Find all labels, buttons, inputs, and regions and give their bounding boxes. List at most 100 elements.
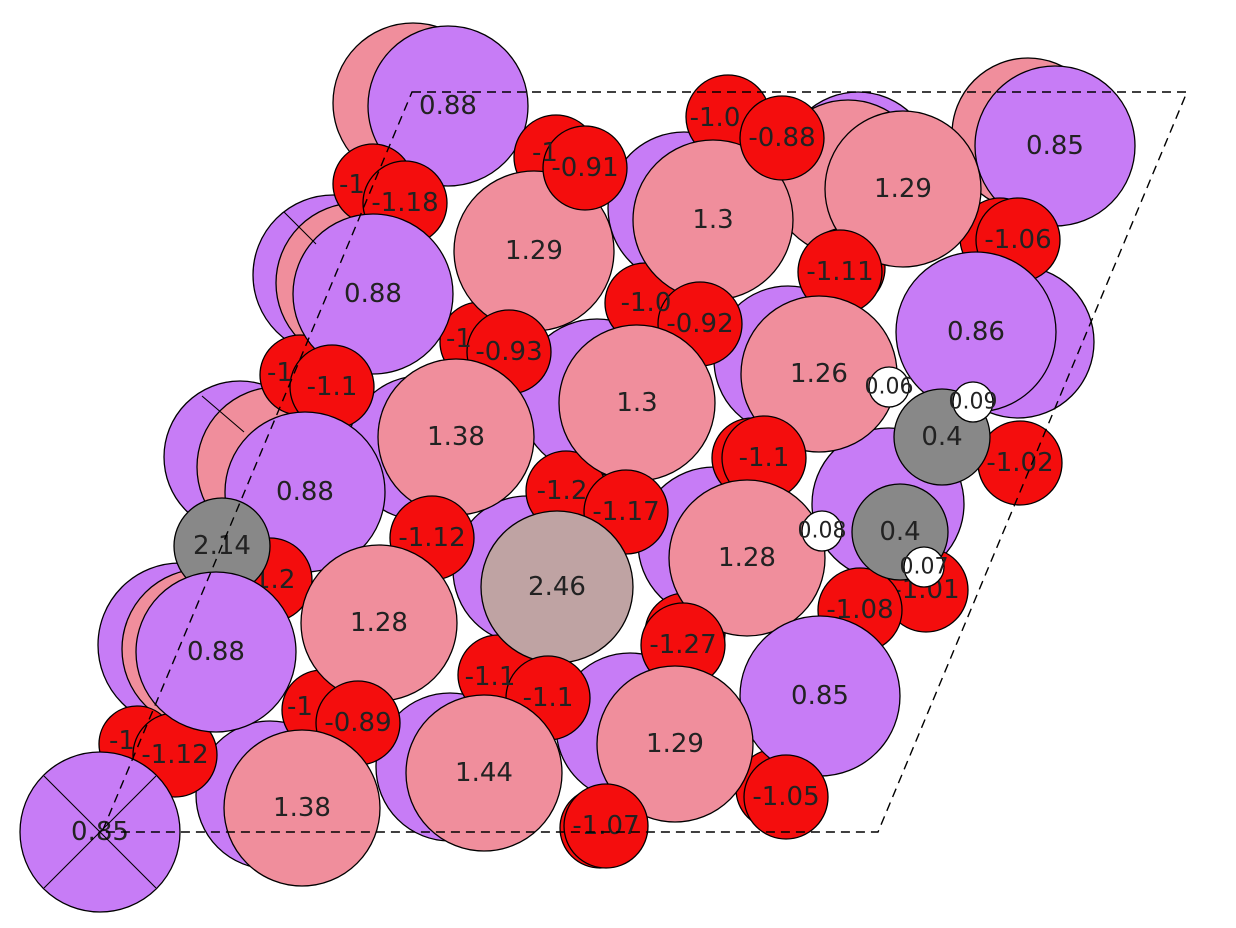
pink-atom: 1.28 bbox=[668, 479, 826, 637]
atom-sphere bbox=[596, 665, 754, 823]
atom-charge-label: -1.11 bbox=[806, 257, 873, 287]
oxygen-atom: -1.11 bbox=[797, 229, 883, 315]
atom-sphere bbox=[135, 571, 297, 733]
atom-charge-label: -1.06 bbox=[984, 225, 1051, 255]
atom-charge-label: -1.17 bbox=[592, 497, 659, 527]
crosshair-line bbox=[283, 211, 317, 245]
atom-charge-label: 0.4 bbox=[921, 422, 962, 452]
atom-charge-label: -1.07 bbox=[572, 811, 639, 841]
atom-charge-label: 1.3 bbox=[692, 205, 733, 235]
oxygen-atom: -1.1 bbox=[721, 415, 807, 501]
unit-cell-outline bbox=[100, 91, 1189, 833]
atom-charge-label: -1.1 bbox=[307, 372, 358, 402]
atom-charge-label: 1.44 bbox=[455, 758, 513, 788]
pink-atom: 1.38 bbox=[377, 358, 535, 516]
atom-sphere bbox=[952, 381, 994, 423]
partial-charge-label: -1 bbox=[287, 692, 313, 722]
pink-atom: 1.38 bbox=[223, 729, 381, 887]
oxygen-atom: -0.88 bbox=[739, 95, 825, 181]
partial-charge-label: -1 bbox=[532, 138, 558, 168]
oxygen-atom: -1.07 bbox=[563, 783, 649, 869]
atom-charge-label: 0.85 bbox=[1026, 131, 1084, 161]
atom-sphere bbox=[405, 694, 563, 852]
oxygen-atom: -0.91 bbox=[542, 125, 628, 211]
atom-charge-label: -1.12 bbox=[398, 523, 465, 553]
taupe-atom: 2.46 bbox=[480, 510, 634, 664]
atom-charge-label: 1.29 bbox=[874, 174, 932, 204]
atom-charge-label: 1.29 bbox=[646, 729, 704, 759]
atom-charge-label: 0.06 bbox=[865, 375, 914, 400]
atom-charge-label: 0.85 bbox=[791, 681, 849, 711]
pink-atom: 1.44 bbox=[405, 694, 563, 852]
violet-atom: 0.88 bbox=[135, 571, 297, 733]
partial-charge-label: -1.0 bbox=[690, 103, 741, 133]
atom-charge-label: 0.09 bbox=[949, 390, 998, 415]
atom-charge-label: -0.92 bbox=[666, 309, 733, 339]
atom-charge-label: -0.93 bbox=[475, 337, 542, 367]
atom-charge-label: 1.28 bbox=[350, 608, 408, 638]
atom-sphere bbox=[367, 25, 529, 187]
oxygen-atom: -1.27 bbox=[640, 602, 726, 688]
oxygen-atom: -1.1 bbox=[289, 344, 375, 430]
atom-charge-label: -1.12 bbox=[141, 740, 208, 770]
partial-charge-label: -1 bbox=[339, 170, 365, 200]
atom-charge-label: -1.1 bbox=[523, 683, 574, 713]
oxygen-atom: -1.05 bbox=[743, 754, 829, 840]
pink-atom: 1.29 bbox=[824, 110, 982, 268]
partial-charge-label: -1 bbox=[446, 324, 472, 354]
atom-charge-label: 0.86 bbox=[947, 317, 1005, 347]
violet-atom: 0.85 bbox=[739, 615, 901, 777]
atom-sphere bbox=[801, 510, 843, 552]
pink-atom: 1.29 bbox=[596, 665, 754, 823]
atom-sphere bbox=[743, 754, 829, 840]
oxygen-atom: -0.93 bbox=[466, 309, 552, 395]
crosshair-line bbox=[43, 775, 157, 889]
atom-sphere bbox=[542, 125, 628, 211]
hydrogen-atom: 0.07 bbox=[900, 546, 949, 588]
atom-charge-label: 0.88 bbox=[276, 477, 334, 507]
hydrogen-atom: 0.06 bbox=[865, 366, 914, 408]
oxygen-atom: -1.02 bbox=[977, 420, 1063, 506]
atom-sphere bbox=[824, 110, 982, 268]
atom-charge-label: -1.05 bbox=[752, 782, 819, 812]
atom-charge-label: 1.28 bbox=[718, 543, 776, 573]
atom-charge-label: 0.88 bbox=[419, 91, 477, 121]
atom-sphere bbox=[292, 213, 454, 375]
unit-cell-parallelogram bbox=[100, 91, 1189, 833]
atom-charge-label: -1.02 bbox=[986, 448, 1053, 478]
atom-charge-label: 0.07 bbox=[900, 555, 949, 580]
violet-atom: 0.88 bbox=[292, 213, 454, 375]
pink-atom: 1.29 bbox=[453, 170, 615, 332]
atom-charge-label: 1.29 bbox=[505, 236, 563, 266]
partial-charge-label: -1 bbox=[109, 726, 135, 756]
violet-atom: 0.86 bbox=[895, 251, 1057, 413]
atom-sphere bbox=[668, 479, 826, 637]
atom-charge-label: 1.26 bbox=[790, 359, 848, 389]
atom-charge-label: 0.88 bbox=[344, 279, 402, 309]
atom-sphere bbox=[739, 95, 825, 181]
partial-charge-label: -1 bbox=[267, 358, 293, 388]
partial-charge-label: -1.1 bbox=[465, 662, 516, 692]
hydrogen-atom: 0.08 bbox=[798, 510, 847, 552]
pink-atom: 1.28 bbox=[300, 544, 458, 702]
violet-atom: 0.88 bbox=[367, 25, 529, 187]
atom-sphere bbox=[903, 546, 945, 588]
atom-charge-label: -1.1 bbox=[739, 443, 790, 473]
atom-charge-label: 2.46 bbox=[528, 572, 586, 602]
atom-charge-label: 1.38 bbox=[427, 422, 485, 452]
atom-charge-label: -0.91 bbox=[551, 153, 618, 183]
atom-charge-label: 0.4 bbox=[879, 517, 920, 547]
atom-charge-label: -0.88 bbox=[748, 123, 815, 153]
pink-atom: 1.26 bbox=[740, 295, 898, 453]
violet-atom: 0.85 bbox=[974, 65, 1136, 227]
pink-atom: 1.3 bbox=[558, 324, 716, 482]
atom-charge-label: 1.38 bbox=[273, 793, 331, 823]
atom-sphere bbox=[563, 783, 649, 869]
crosshair-line bbox=[201, 395, 245, 433]
atom-charge-label: 0.08 bbox=[798, 519, 847, 544]
atom-charge-label: -1.27 bbox=[649, 630, 716, 660]
partial-charge-label: -1.2 bbox=[537, 476, 588, 506]
pink-atom: 1.3 bbox=[632, 139, 794, 301]
atom-charge-label: -1.18 bbox=[371, 188, 438, 218]
